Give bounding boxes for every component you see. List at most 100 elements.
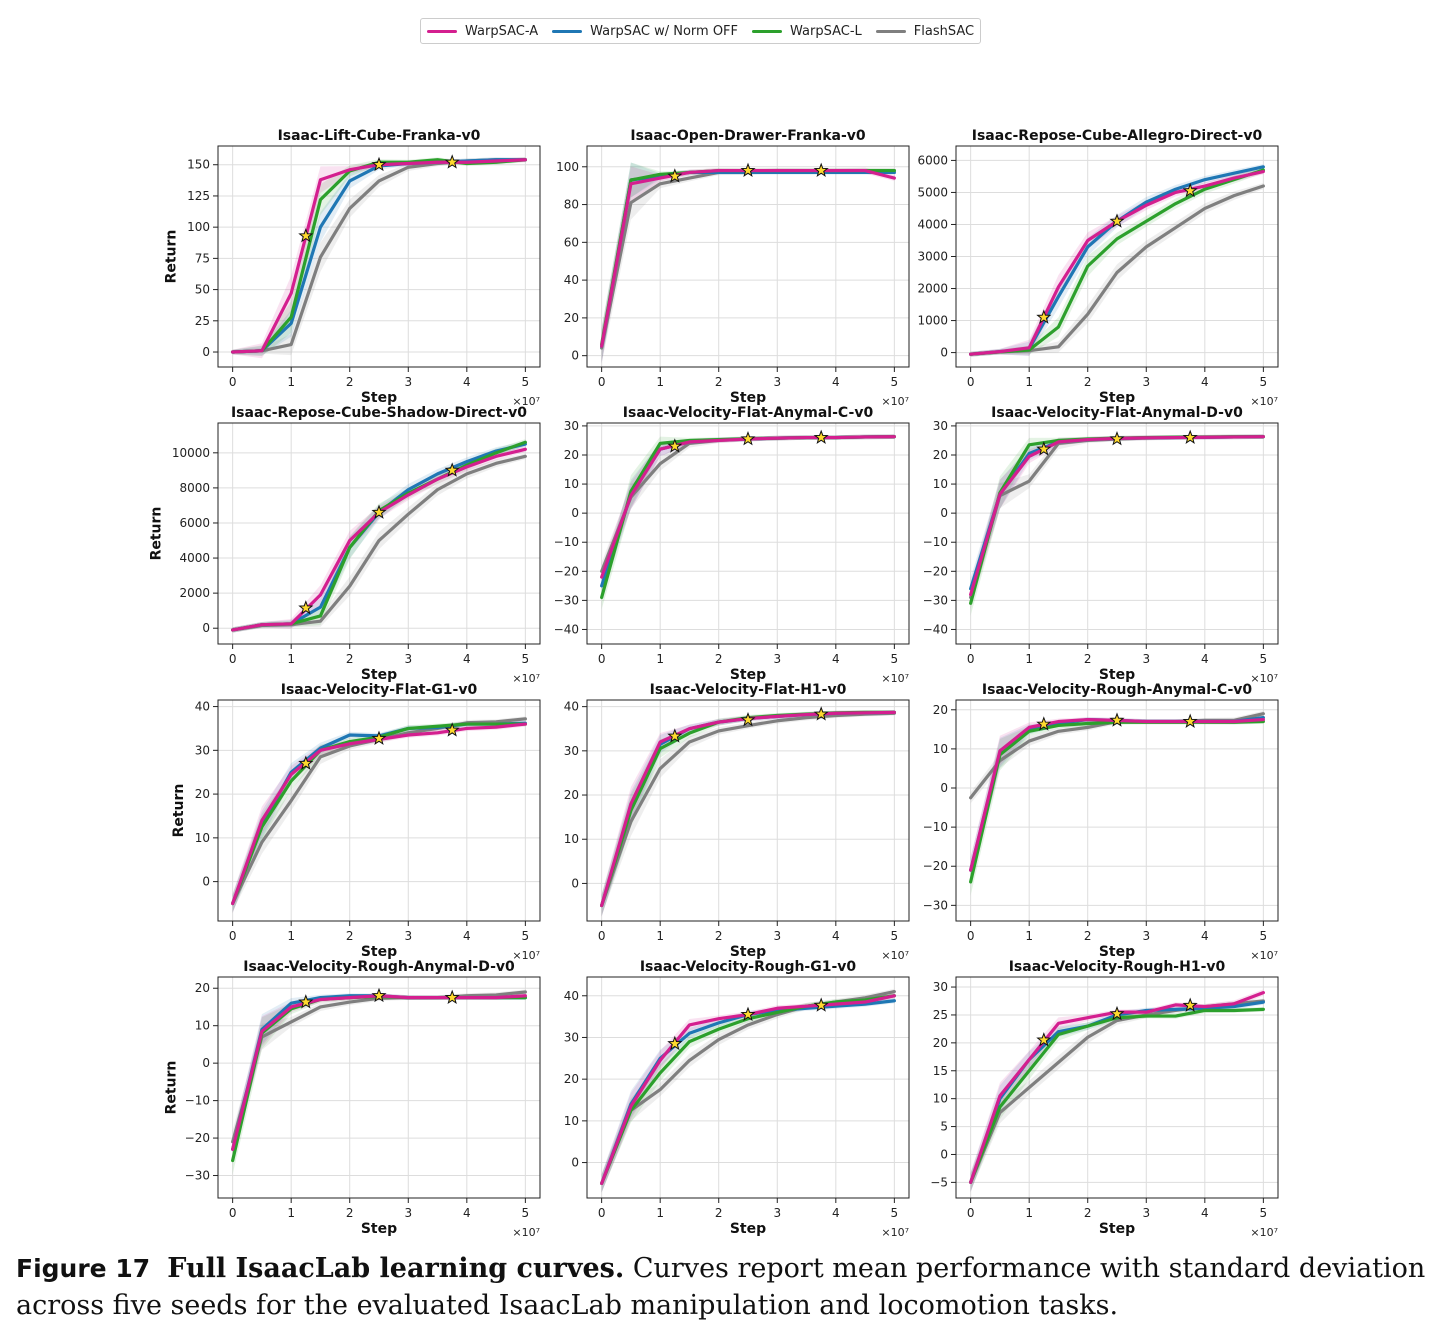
x-tick-label: 5: [1260, 652, 1268, 666]
y-tick-label: −30: [554, 593, 579, 607]
legend-label-warpsac-l: WarpSAC-L: [790, 23, 862, 39]
checkpoint-star: [371, 156, 387, 172]
x-tick-label: 4: [1201, 1206, 1209, 1220]
x-tick-label: 0: [229, 652, 237, 666]
legend-item-warpsac-a: WarpSAC-A: [427, 24, 538, 39]
x-tick-label: 2: [346, 1206, 354, 1220]
std-band-warpsac-w-norm-off: [601, 710, 895, 917]
std-band-warpsac-a: [232, 157, 526, 359]
x-tick-label: 3: [1142, 929, 1150, 943]
x-tick-label: 1: [656, 929, 664, 943]
y-tick-label: −30: [185, 1169, 210, 1183]
x-tick-label: 2: [715, 929, 723, 943]
y-tick-label: 25: [195, 314, 210, 328]
plot-frame: [955, 699, 1279, 922]
x-tick-label: 3: [773, 652, 781, 666]
x-axis-multiplier: ×10⁷: [1250, 672, 1278, 685]
x-tick-label: 5: [1260, 929, 1268, 943]
x-tick-label: 2: [346, 929, 354, 943]
chart-isaac-repose-cube-allegro-direct-v0: 0 1 2 3 4 5 0 1000 2000 3000 4000 5000 6000 Isaac-Rep…: [917, 128, 1279, 408]
y-tick-label: 0: [202, 1056, 210, 1070]
y-tick-label: 0: [571, 1156, 579, 1170]
y-tick-label: 0: [202, 345, 210, 359]
series-line-warpsac-a: [600, 710, 896, 908]
x-tick-label: 5: [891, 929, 899, 943]
y-tick-label: −10: [185, 1094, 210, 1108]
y-tick-label: 5: [940, 1120, 948, 1134]
chart-title: Isaac-Repose-Cube-Shadow-Direct-v0: [231, 405, 527, 421]
x-tick-label: 1: [1025, 1206, 1033, 1220]
plot-frame: [586, 422, 910, 645]
checkpoint-star: [371, 987, 387, 1003]
y-tick-label: 10: [195, 831, 210, 845]
checkpoint-star: [667, 168, 683, 183]
std-band-warpsac-l: [232, 721, 526, 913]
y-tick-label: 30: [564, 744, 579, 758]
plot-frame: [217, 145, 541, 368]
plot-frame: [586, 976, 910, 1199]
chart-title: Isaac-Repose-Cube-Allegro-Direct-v0: [972, 128, 1263, 144]
x-tick-label: 1: [287, 652, 295, 666]
x-tick-label: 2: [715, 375, 723, 389]
y-tick-label: 40: [564, 273, 579, 287]
checkpoint-star: [1036, 1032, 1052, 1047]
x-tick-label: 1: [287, 375, 295, 389]
x-tick-label: 5: [522, 652, 530, 666]
x-tick-label: 4: [463, 652, 471, 666]
checkpoint-star: [1182, 182, 1198, 198]
x-tick-label: 5: [891, 375, 899, 389]
y-tick-label: 20: [933, 703, 948, 717]
y-tick-label: 80: [564, 198, 579, 212]
checkpoint-star: [813, 162, 829, 177]
x-tick-label: 3: [773, 1206, 781, 1220]
x-axis-multiplier: ×10⁷: [1250, 1226, 1278, 1239]
checkpoint-star: [444, 462, 460, 477]
legend-item-warpsac-l: WarpSAC-L: [752, 24, 862, 39]
x-tick-label: 0: [967, 375, 975, 389]
series-line-warpsac-w-norm-off: [969, 165, 1265, 356]
checkpoint-star: [371, 504, 387, 519]
series-line-warpsac-a: [231, 158, 527, 354]
x-tick-label: 0: [598, 652, 606, 666]
chart-isaac-velocity-flat-h1-v0: 0 1 2 3 4 5 0 10 20 30 40 Isaac-Velocity-Flat-H1-v0…: [564, 682, 910, 962]
y-tick-label: 10: [933, 1092, 948, 1106]
y-axis-label: Return: [164, 1061, 180, 1115]
x-tick-label: 2: [346, 375, 354, 389]
y-tick-label: 2000: [917, 282, 948, 296]
x-tick-label: 4: [1201, 929, 1209, 943]
y-tick-label: −30: [923, 593, 948, 607]
x-axis-label: Step: [1099, 944, 1135, 960]
plot-frame: [586, 699, 910, 922]
chart-isaac-velocity-flat-anymal-d-v0: 0 1 2 3 4 5 −40 −30 −20 −10 0 10 20 30 Isaac-Velocity-…: [923, 405, 1279, 685]
y-tick-label: 10000: [172, 446, 210, 460]
figure-caption: Figure 17 Full IsaacLab learning curves.…: [16, 1250, 1431, 1324]
checkpoint-star: [444, 722, 460, 737]
x-tick-label: 4: [832, 1206, 840, 1220]
x-axis-label: Step: [730, 667, 766, 683]
legend-swatch-warpsac-l: [752, 29, 782, 33]
legend-swatch-warpsac-norm-off: [552, 29, 583, 33]
checkpoint-star: [1036, 441, 1052, 456]
y-tick-label: 50: [195, 283, 210, 297]
series-line-flashsac: [231, 454, 527, 632]
checkpoint-star: [813, 706, 829, 721]
x-tick-label: 3: [1142, 1206, 1150, 1220]
x-tick-label: 5: [522, 375, 530, 389]
y-tick-label: 0: [940, 506, 948, 520]
y-tick-label: 4000: [917, 217, 948, 231]
x-tick-label: 2: [346, 652, 354, 666]
y-tick-label: 0: [940, 781, 948, 795]
y-tick-label: 1000: [917, 314, 948, 328]
y-tick-label: 2000: [179, 586, 210, 600]
legend-label-flashsac: FlashSAC: [913, 23, 975, 39]
x-tick-label: 2: [1084, 652, 1092, 666]
chart-title: Isaac-Velocity-Rough-G1-v0: [640, 959, 857, 975]
y-tick-label: 150: [187, 158, 210, 172]
plot-frame: [586, 145, 910, 368]
x-axis-label: Step: [361, 1221, 397, 1237]
y-tick-label: 20: [195, 981, 210, 995]
checkpoint-star: [298, 994, 314, 1009]
chart-title: Isaac-Open-Drawer-Franka-v0: [630, 128, 866, 144]
checkpoint-star: [444, 154, 460, 169]
y-tick-label: −20: [923, 859, 948, 873]
